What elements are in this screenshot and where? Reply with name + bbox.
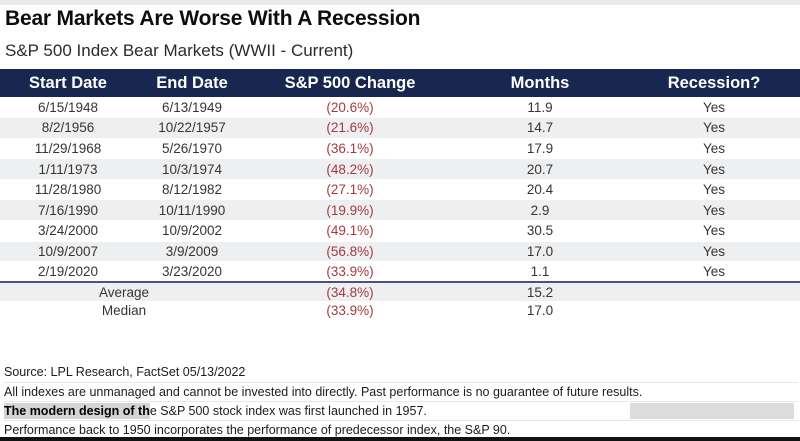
summary-row: Average (34.8%) 15.2 [0,281,800,301]
table-row: 2/19/2020 3/23/2020 (33.9%) 1.1 Yes [0,261,800,283]
cell-start-date: 1/11/1973 [0,158,136,180]
cell-months: 11.9 [452,97,628,119]
cell-change: (21.6%) [248,117,452,139]
cell-recession: Yes [628,117,800,139]
cell-end-date: 10/9/2002 [136,220,248,242]
cell-end-date: 3/23/2020 [136,261,248,283]
cell-recession: Yes [628,179,800,201]
summary-change: (33.9%) [326,302,374,318]
cell-months: 17.9 [452,138,628,160]
cell-start-date: 8/2/1956 [0,117,136,139]
page-subtitle: S&P 500 Index Bear Markets (WWII - Curre… [5,41,354,60]
table-body: 6/15/1948 6/13/1949 (20.6%) 11.9 Yes 8/2/1956… [0,97,800,283]
table-row: 1/11/1973 10/3/1974 (48.2%) 20.7 Yes [0,158,800,180]
predecessor-note: Performance back to 1950 incorporates th… [4,420,798,439]
cell-start-date: 11/29/1968 [0,138,136,160]
cell-end-date: 10/22/1957 [136,117,248,139]
table-row: 8/2/1956 10/22/1957 (21.6%) 14.7 Yes [0,117,800,139]
cell-months: 1.1 [452,261,628,283]
table-row: 6/15/1948 6/13/1949 (20.6%) 11.9 Yes [0,97,800,119]
cell-months: 17.0 [452,241,628,263]
cell-recession: Yes [628,158,800,180]
disclaimer-note: All indexes are unmanaged and cannot be … [4,382,798,401]
col-header-recession: Recession? [628,69,800,97]
summary-months: 15.2 [452,281,628,301]
footer-notes: Source: LPL Research, FactSet 05/13/2022… [4,363,798,439]
table-row: 7/16/1990 10/11/1990 (19.9%) 2.9 Yes [0,199,800,222]
cell-end-date: 8/12/1982 [136,179,248,201]
cell-recession: Yes [628,199,800,222]
page-title: Bear Markets Are Worse With A Recession [5,7,421,30]
table-row: 3/24/2000 10/9/2002 (49.1%) 30.5 Yes [0,220,800,242]
bottom-bar [0,437,800,441]
source-note: Source: LPL Research, FactSet 05/13/2022 [4,365,246,379]
cell-change: (49.1%) [248,220,452,242]
cell-end-date: 10/11/1990 [136,199,248,222]
cell-start-date: 10/9/2007 [0,241,136,263]
top-strip [0,0,800,5]
cell-change: (20.6%) [248,97,452,119]
table-header-row: Start Date End Date S&P 500 Change Month… [0,69,800,97]
cell-change: (36.1%) [248,138,452,160]
bear-markets-table: Start Date End Date S&P 500 Change Month… [0,69,800,319]
cell-months: 2.9 [452,199,628,222]
cell-months: 20.7 [452,158,628,180]
cell-end-date: 5/26/1970 [136,138,248,160]
launch-note: The modern design of the S&P 500 stock i… [4,401,798,420]
cell-end-date: 6/13/1949 [136,97,248,119]
cell-recession: Yes [628,220,800,242]
summary-recession-empty [628,281,800,301]
cell-months: 14.7 [452,117,628,139]
cell-recession: Yes [628,261,800,283]
selected-text-highlight: The modern design of th [4,403,150,419]
summary-change: (34.8%) [248,281,452,301]
cell-change: (19.9%) [248,199,452,222]
cell-recession: Yes [628,241,800,263]
summary-label: Median [101,302,147,318]
table-row: 11/29/1968 5/26/1970 (36.1%) 17.9 Yes [0,138,800,160]
cell-recession: Yes [628,138,800,160]
summary-label: Average [0,281,248,301]
cell-start-date: 7/16/1990 [0,199,136,222]
table-row: 11/28/1980 8/12/1982 (27.1%) 20.4 Yes [0,179,800,201]
col-header-months: Months [452,69,628,97]
launch-note-rest: e S&P 500 stock index was first launched… [149,404,427,418]
cell-end-date: 10/3/1974 [136,158,248,180]
summary-months: 17.0 [526,302,554,318]
cell-recession: Yes [628,97,800,119]
col-header-sp500-change: S&P 500 Change [248,69,452,97]
table-row: 10/9/2007 3/9/2009 (56.8%) 17.0 Yes [0,241,800,263]
summary-recession-empty [628,301,800,320]
cell-change: (27.1%) [248,179,452,201]
cell-start-date: 3/24/2000 [0,220,136,242]
cell-start-date: 11/28/1980 [0,179,136,201]
gray-highlight-box [630,403,794,419]
cell-start-date: 6/15/1948 [0,97,136,119]
cell-months: 30.5 [452,220,628,242]
cell-start-date: 2/19/2020 [0,261,136,283]
cell-months: 20.4 [452,179,628,201]
cell-change: (56.8%) [248,241,452,263]
cell-end-date: 3/9/2009 [136,241,248,263]
summary-row: Median (33.9%) 17.0 [0,301,800,320]
table-summary: Average (34.8%) 15.2 Median (33.9%) 17.0 [0,281,800,320]
col-header-end-date: End Date [136,69,248,97]
cell-change: (33.9%) [248,261,452,283]
col-header-start-date: Start Date [0,69,136,97]
cell-change: (48.2%) [248,158,452,180]
